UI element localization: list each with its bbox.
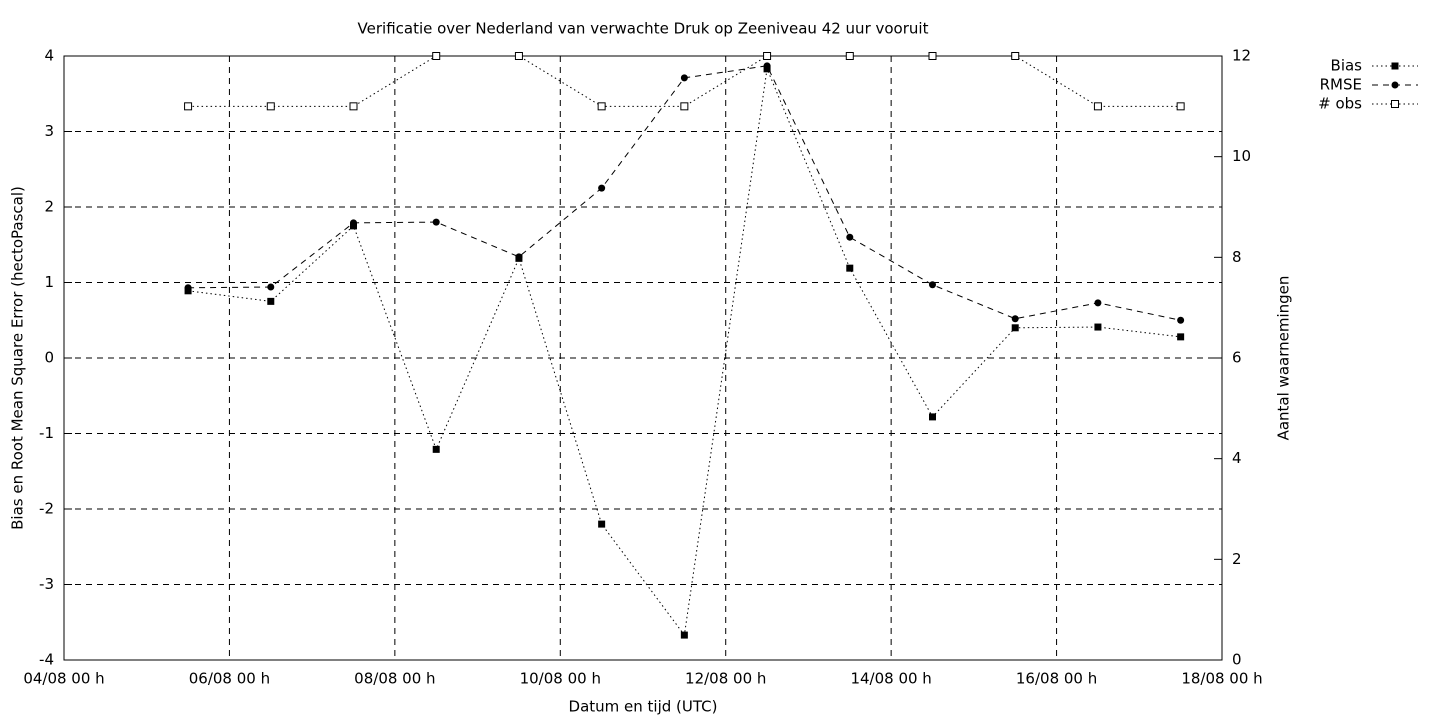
- y2-tick-label: 4: [1232, 449, 1242, 467]
- legend-marker: [1391, 100, 1399, 108]
- data-point: [515, 253, 523, 261]
- data-point: [597, 102, 606, 111]
- data-point: [845, 52, 854, 60]
- y-tick-label: -3: [39, 575, 54, 593]
- x-axis-label: Datum en tijd (UTC): [569, 698, 718, 716]
- data-point: [1094, 299, 1102, 307]
- y-tick-label: 3: [44, 122, 54, 140]
- data-point: [598, 184, 606, 192]
- data-point: [680, 102, 689, 111]
- data-point: [846, 233, 854, 241]
- legend-marker: [1391, 62, 1399, 70]
- data-point: [1093, 102, 1102, 111]
- data-point: [184, 102, 193, 111]
- data-point: [1094, 323, 1102, 331]
- legend-label: Bias: [1331, 57, 1363, 75]
- data-point: [1176, 102, 1185, 111]
- x-tick-label: 14/08 00 h: [850, 670, 931, 688]
- data-point: [267, 283, 275, 291]
- data-point: [929, 413, 936, 421]
- data-point: [432, 218, 440, 226]
- data-point: [1011, 315, 1019, 323]
- data-point: [1177, 333, 1185, 341]
- data-point: [1177, 316, 1185, 324]
- x-tick-label: 12/08 00 h: [685, 670, 766, 688]
- y-tick-label: 0: [44, 349, 54, 367]
- legend-label: # obs: [1318, 95, 1362, 113]
- data-point: [266, 102, 275, 111]
- data-point: [929, 281, 936, 289]
- data-point: [680, 631, 688, 639]
- data-point: [846, 264, 854, 272]
- legend-label: RMSE: [1320, 76, 1362, 94]
- y-tick-label: -2: [39, 500, 54, 518]
- data-point: [349, 102, 358, 111]
- y-tick-label: 4: [44, 47, 54, 65]
- data-point: [598, 520, 606, 528]
- data-point: [1011, 52, 1020, 60]
- x-tick-label: 06/08 00 h: [189, 670, 270, 688]
- data-point: [267, 297, 275, 305]
- y2-tick-label: 6: [1232, 349, 1242, 367]
- data-point: [763, 62, 771, 70]
- y2-tick-label: 8: [1232, 248, 1242, 266]
- data-point: [928, 52, 937, 60]
- x-tick-label: 10/08 00 h: [520, 670, 601, 688]
- data-point: [432, 52, 441, 60]
- y-tick-label: 1: [44, 273, 54, 291]
- y-tick-label: 2: [44, 198, 54, 216]
- y2-tick-label: 10: [1232, 147, 1251, 165]
- data-point: [350, 219, 357, 227]
- chart-title: Verificatie over Nederland van verwachte…: [358, 20, 929, 38]
- data-point: [1011, 324, 1019, 332]
- series-line: [188, 66, 1181, 637]
- y2-tick-label: 0: [1232, 651, 1242, 669]
- data-point: [763, 52, 772, 60]
- legend-marker: [1391, 81, 1399, 89]
- y2-tick-label: 12: [1232, 47, 1251, 65]
- data-point: [432, 445, 440, 453]
- y-tick-label: -1: [39, 424, 54, 442]
- y2-axis-label: Aantal waarnemingen: [1275, 276, 1293, 441]
- y-tick-label: -4: [39, 651, 54, 669]
- data-point: [184, 284, 192, 292]
- data-point: [680, 74, 688, 82]
- y2-tick-label: 2: [1232, 550, 1242, 568]
- y-axis-label: Bias en Root Mean Square Error (hectoPas…: [9, 186, 27, 530]
- x-tick-label: 18/08 00 h: [1181, 670, 1262, 688]
- data-point: [514, 52, 523, 60]
- plot-border: [63, 55, 1223, 661]
- x-tick-label: 04/08 00 h: [23, 670, 104, 688]
- x-tick-label: 08/08 00 h: [354, 670, 435, 688]
- x-tick-label: 16/08 00 h: [1016, 670, 1097, 688]
